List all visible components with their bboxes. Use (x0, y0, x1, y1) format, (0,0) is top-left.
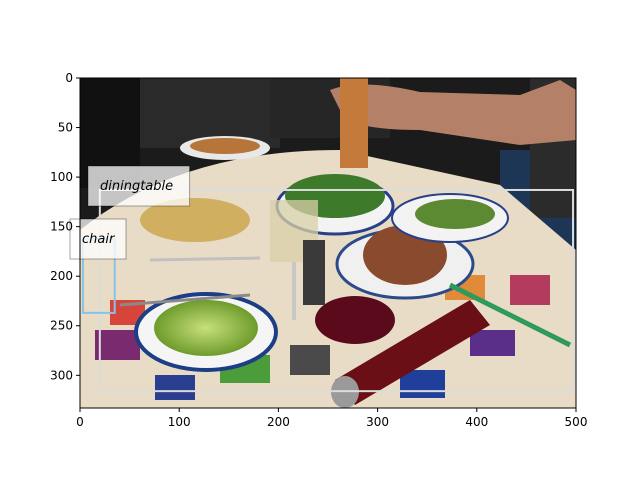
box-label-background (87, 165, 191, 207)
y-tick-label: 200 (50, 269, 73, 283)
box-label: chair (82, 232, 116, 247)
y-tick-label: 300 (50, 368, 73, 382)
x-tick-label: 200 (267, 415, 290, 429)
bounding-box (98, 188, 575, 393)
axes-frame (79, 77, 577, 409)
box-label-background (69, 218, 127, 260)
box-label: diningtable (100, 179, 173, 194)
annotation-diningtable: diningtable (87, 165, 575, 393)
x-tick-label: 500 (565, 415, 588, 429)
y-tick-label: 100 (50, 170, 73, 184)
x-tick-label: 300 (366, 415, 389, 429)
annotation-layer: diningtable chair (69, 165, 575, 393)
x-tick-label: 0 (76, 415, 84, 429)
x-tick-label: 100 (168, 415, 191, 429)
x-axis: 0 100 200 300 400 500 (76, 408, 587, 429)
y-tick-label: 50 (58, 121, 73, 135)
y-axis: 0 50 100 150 200 250 300 (50, 71, 80, 382)
y-tick-label: 150 (50, 220, 73, 234)
x-tick-label: 400 (465, 415, 488, 429)
y-tick-label: 0 (65, 71, 73, 85)
annotation-chair: chair (69, 218, 127, 314)
photo (80, 78, 576, 408)
y-tick-label: 250 (50, 319, 73, 333)
